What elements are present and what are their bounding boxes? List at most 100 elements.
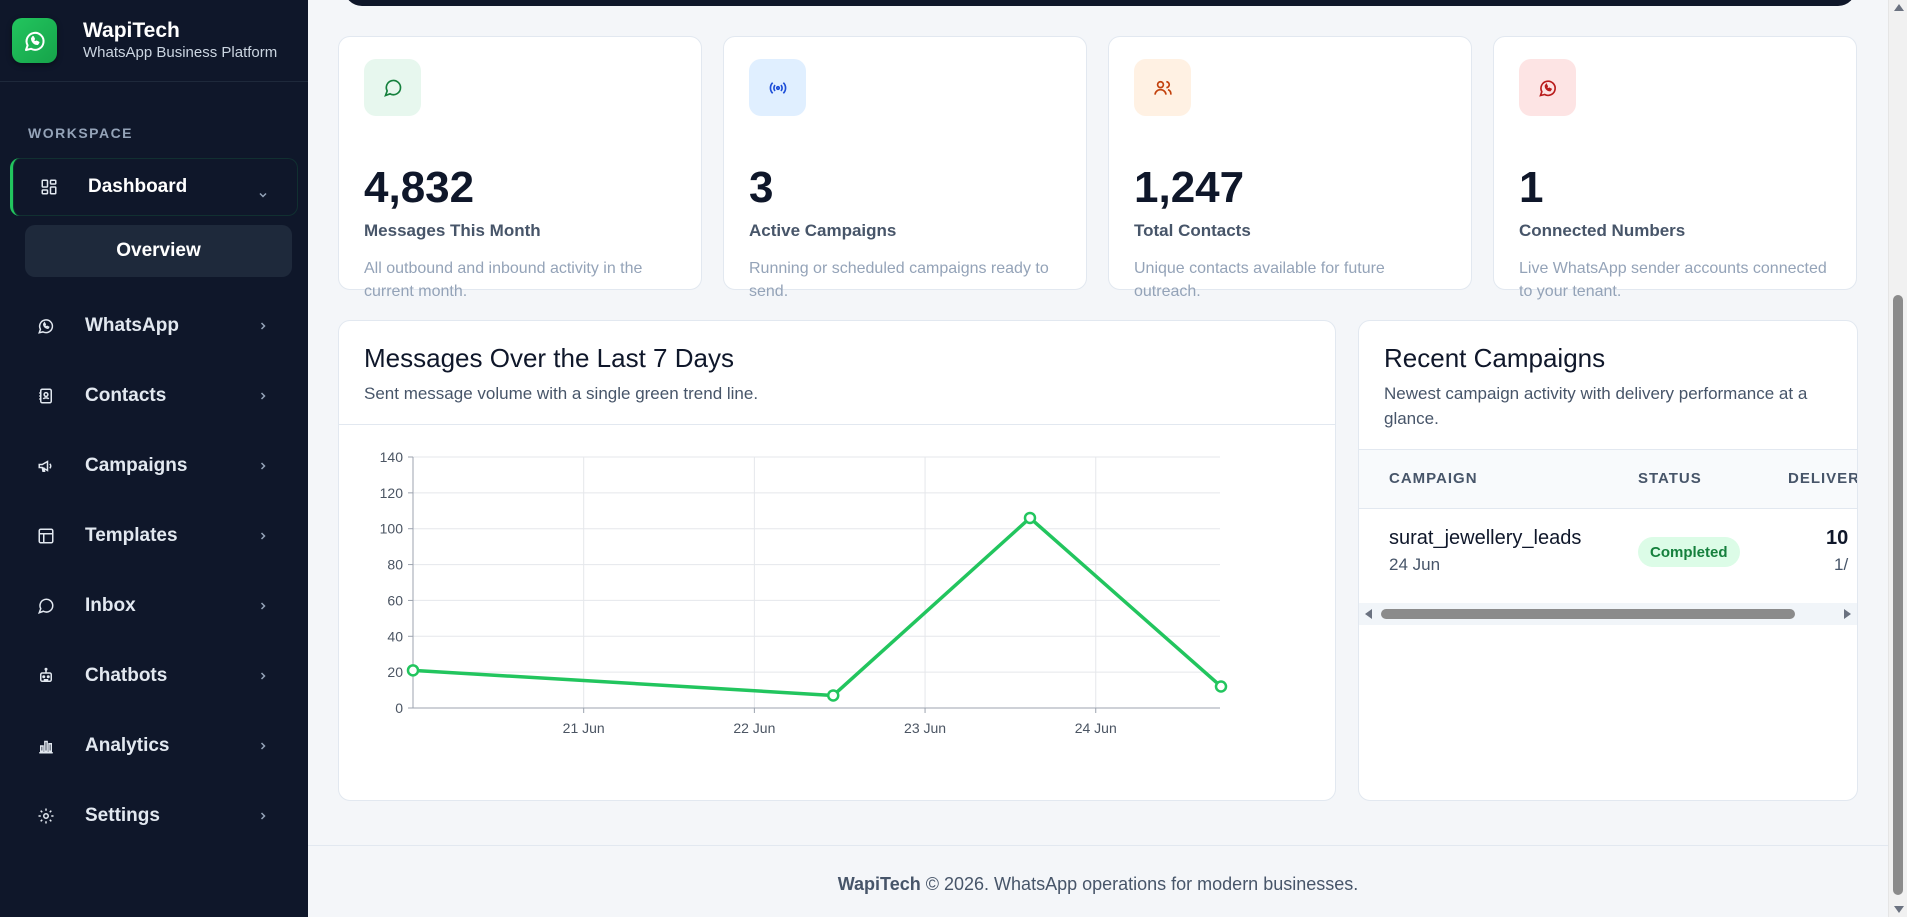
stat-card-contacts: 1,247 Total Contacts Unique contacts ava… <box>1108 36 1472 300</box>
data-point[interactable] <box>406 664 420 677</box>
messages-chart-panel: Messages Over the Last 7 Days Sent messa… <box>338 320 1336 801</box>
stat-description: Running or scheduled campaigns ready to … <box>749 260 1049 300</box>
chevron-right-icon <box>256 739 270 753</box>
sidebar-item-dashboard[interactable]: Dashboard <box>10 158 298 216</box>
panel-subtitle: Sent message volume with a single green … <box>364 384 759 403</box>
sidebar-item-label: Contacts <box>85 385 167 406</box>
chat-bubble-icon <box>36 596 56 616</box>
stat-value: 1,247 <box>1134 163 1245 212</box>
chevron-right-icon <box>256 529 270 543</box>
contacts-icon <box>36 386 56 406</box>
scrollbar-thumb[interactable] <box>1381 609 1795 619</box>
scroll-left-icon[interactable] <box>1365 609 1372 619</box>
message-icon <box>364 59 421 116</box>
hero-banner-edge <box>344 0 1856 6</box>
stat-title: Total Contacts <box>1134 221 1251 240</box>
sidebar-item-label: Inbox <box>85 595 136 616</box>
campaign-name[interactable]: surat_jewellery_leads <box>1389 527 1582 549</box>
x-tick-label: 21 Jun <box>563 720 605 736</box>
divider <box>339 424 1335 425</box>
table-row[interactable]: surat_jewellery_leads 24 Jun Completed 1… <box>1359 509 1857 603</box>
column-header-campaign[interactable]: CAMPAIGN <box>1389 470 1478 487</box>
column-header-status[interactable]: STATUS <box>1638 470 1702 487</box>
stat-card-campaigns: 3 Active Campaigns Running or scheduled … <box>723 36 1087 300</box>
stat-value: 3 <box>749 163 774 212</box>
footer-text: WapiTech © 2026. WhatsApp operations for… <box>838 874 1359 895</box>
chevron-right-icon <box>256 319 270 333</box>
y-tick-label: 80 <box>387 557 403 573</box>
footer: WapiTech © 2026. WhatsApp operations for… <box>308 845 1888 917</box>
panel-subtitle: Newest campaign activity with delivery p… <box>1384 384 1808 428</box>
y-tick-label: 140 <box>380 449 404 465</box>
sidebar-subitem-overview[interactable]: Overview <box>25 225 292 277</box>
scrollbar-thumb[interactable] <box>1893 295 1903 895</box>
stat-title: Active Campaigns <box>749 221 897 240</box>
x-tick-label: 24 Jun <box>1075 720 1117 736</box>
page-scrollbar[interactable] <box>1888 0 1907 917</box>
sidebar-item-label: Campaigns <box>85 455 188 476</box>
robot-icon <box>36 666 56 686</box>
sidebar-item-whatsapp[interactable]: WhatsApp <box>10 297 298 355</box>
stat-description: Live WhatsApp sender accounts connected … <box>1519 260 1827 300</box>
scroll-up-icon[interactable] <box>1894 4 1904 11</box>
sidebar-item-analytics[interactable]: Analytics <box>10 717 298 775</box>
status-badge: Completed <box>1638 537 1740 567</box>
sidebar-item-campaigns[interactable]: Campaigns <box>10 437 298 495</box>
chevron-right-icon <box>256 599 270 613</box>
scroll-down-icon[interactable] <box>1894 906 1904 913</box>
main-content: 4,832 Messages This Month All outbound a… <box>308 0 1888 917</box>
brand-subtitle: WhatsApp Business Platform <box>83 43 278 61</box>
column-header-delivery[interactable]: DELIVER <box>1788 470 1858 487</box>
sidebar-item-settings[interactable]: Settings <box>10 787 298 845</box>
series-line <box>412 516 1223 698</box>
recent-campaigns-panel: Recent Campaigns Newest campaign activit… <box>1358 320 1858 801</box>
users-icon <box>1134 59 1191 116</box>
whatsapp-logo-icon <box>12 18 57 63</box>
campaign-date: 24 Jun <box>1389 555 1441 574</box>
stat-value: 1 <box>1519 163 1544 212</box>
sidebar-item-contacts[interactable]: Contacts <box>10 367 298 425</box>
stat-card-numbers: 1 Connected Numbers Live WhatsApp sender… <box>1493 36 1857 300</box>
delivery-ratio: 1/ <box>1834 555 1849 574</box>
y-tick-label: 0 <box>395 700 403 716</box>
brand-name: WapiTech <box>83 18 180 42</box>
messages-line-chart: 0 20 40 60 80 100 120 140 21 Jun 22 Jun 23 Jun 24 J… <box>380 449 1228 736</box>
sidebar-item-chatbots[interactable]: Chatbots <box>10 647 298 705</box>
scroll-right-icon[interactable] <box>1844 609 1851 619</box>
footer-copyright: © 2026. WhatsApp operations for modern b… <box>925 874 1359 894</box>
sidebar-item-inbox[interactable]: Inbox <box>10 577 298 635</box>
data-point[interactable] <box>1214 680 1228 693</box>
y-tick-label: 100 <box>380 521 404 537</box>
y-tick-label: 60 <box>387 592 403 608</box>
templates-icon <box>36 526 56 546</box>
panel-title: Messages Over the Last 7 Days <box>364 343 734 373</box>
sidebar-item-label: WhatsApp <box>85 315 179 336</box>
table-header: CAMPAIGN STATUS DELIVER <box>1359 449 1857 509</box>
stat-description: All outbound and inbound activity in the… <box>364 260 643 300</box>
horizontal-scrollbar[interactable] <box>1359 603 1857 625</box>
sidebar-item-label: Chatbots <box>85 665 168 686</box>
data-point[interactable] <box>826 689 840 702</box>
sidebar-item-templates[interactable]: Templates <box>10 507 298 565</box>
data-point[interactable] <box>1023 511 1037 525</box>
whatsapp-icon <box>1519 59 1576 116</box>
y-tick-label: 40 <box>387 628 403 644</box>
stat-value: 4,832 <box>364 163 475 212</box>
stat-title: Messages This Month <box>364 221 541 240</box>
stat-description: Unique contacts available for future out… <box>1134 260 1385 300</box>
megaphone-icon <box>36 456 56 476</box>
brand[interactable]: WapiTech WhatsApp Business Platform <box>0 0 308 82</box>
broadcast-icon <box>749 59 806 116</box>
stat-card-messages: 4,832 Messages This Month All outbound a… <box>338 36 702 300</box>
stat-title: Connected Numbers <box>1519 221 1686 240</box>
bar-chart-icon <box>36 736 56 756</box>
delivery-value: 10 <box>1826 527 1849 549</box>
x-tick-label: 22 Jun <box>733 720 775 736</box>
chevron-right-icon <box>256 669 270 683</box>
chevron-right-icon <box>256 459 270 473</box>
y-tick-label: 20 <box>387 664 403 680</box>
sidebar-item-label: Dashboard <box>88 176 188 197</box>
chevron-down-icon <box>256 188 270 202</box>
footer-brand: WapiTech <box>837 874 921 894</box>
sidebar-item-label: Settings <box>85 805 160 826</box>
